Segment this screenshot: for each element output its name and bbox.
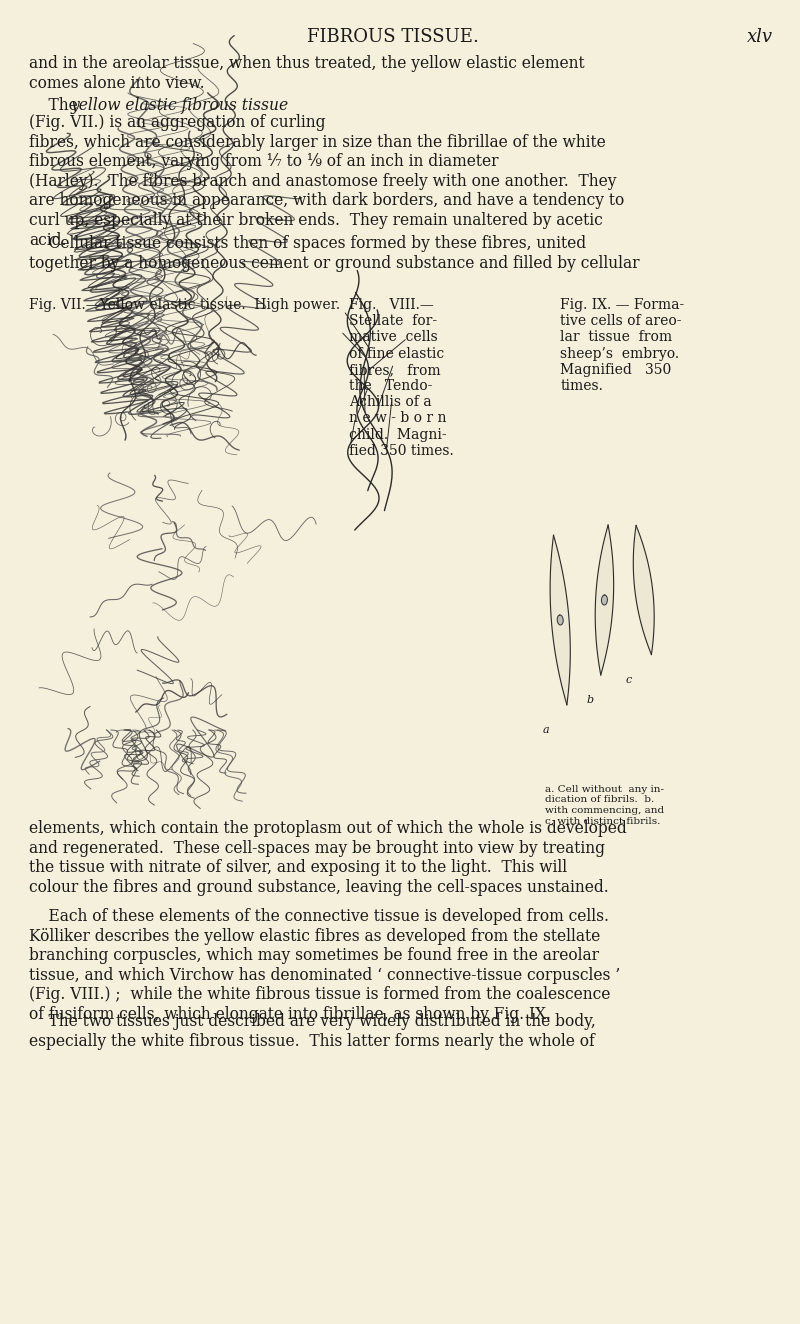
Text: The: The bbox=[30, 97, 83, 114]
Polygon shape bbox=[595, 526, 614, 675]
Text: a. Cell without  any in-
dication of fibrils.  b.
with commencing, and
c, with d: a. Cell without any in- dication of fibr… bbox=[546, 785, 665, 825]
Text: yellow elastic fibrous tissue: yellow elastic fibrous tissue bbox=[70, 97, 289, 114]
Text: Each of these elements of the connective tissue is developed from cells.
Köllike: Each of these elements of the connective… bbox=[30, 908, 621, 1023]
Text: c: c bbox=[626, 675, 632, 685]
Text: Cellular tissue consists then of spaces formed by these fibres, united
together : Cellular tissue consists then of spaces … bbox=[30, 234, 640, 271]
Text: FIBROUS TISSUE.: FIBROUS TISSUE. bbox=[307, 28, 479, 46]
Polygon shape bbox=[602, 594, 607, 605]
Text: elements, which contain the protoplasm out of which the whole is developed
and r: elements, which contain the protoplasm o… bbox=[30, 820, 627, 896]
Text: Fig. IX. — Forma-
tive cells of areo-
lar  tissue  from
sheep’s  embryo.
Magnifi: Fig. IX. — Forma- tive cells of areo- la… bbox=[560, 298, 685, 393]
Polygon shape bbox=[550, 535, 570, 704]
Text: Fig. VII.—Yellow elastic tissue.  High power.: Fig. VII.—Yellow elastic tissue. High po… bbox=[30, 298, 341, 312]
Text: The two tissues just described are very widely distributed in the body,
especial: The two tissues just described are very … bbox=[30, 1013, 596, 1050]
Text: a: a bbox=[542, 726, 549, 735]
Text: and in the areolar tissue, when thus treated, the yellow elastic element
comes a: and in the areolar tissue, when thus tre… bbox=[30, 56, 585, 91]
Text: (Fig. VII.) is an aggregation of curling
fibres, which are considerably larger i: (Fig. VII.) is an aggregation of curling… bbox=[30, 114, 625, 249]
Text: b: b bbox=[586, 695, 594, 704]
Polygon shape bbox=[634, 526, 654, 654]
Text: Fig.   VIII.—
Stellate  for-
mative  cells
of fine elastic
fibres,   from
the   : Fig. VIII.— Stellate for- mative cells o… bbox=[349, 298, 454, 458]
Text: xlv: xlv bbox=[747, 28, 773, 46]
Polygon shape bbox=[558, 616, 563, 625]
